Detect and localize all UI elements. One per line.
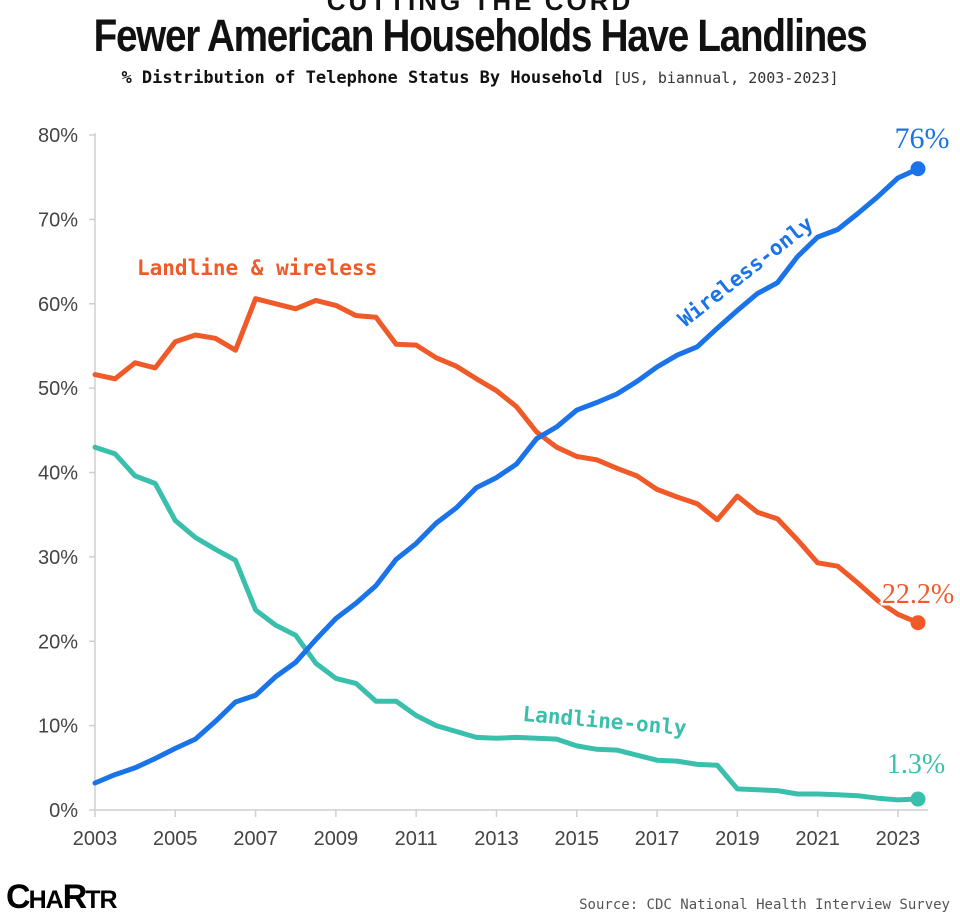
subtitle-main: % Distribution of Telephone Status By Ho… [121, 68, 603, 88]
end-label-wireless-only: 76% [895, 122, 950, 155]
line-label-landline-only: Landline-only [522, 702, 688, 740]
series-line-landline-wireless [92, 296, 921, 626]
x-tick-label: 2019 [715, 828, 760, 850]
y-tick-label: 70% [38, 209, 78, 231]
chartr-logo: CHARTR [6, 878, 118, 917]
y-tick-label: 50% [38, 378, 78, 400]
series-labels: 76% 22.2% 1.3% Landline & wireless Wireless-… [137, 122, 957, 780]
chart-title: Fewer American Households Have Landlines [93, 10, 868, 61]
x-tick-label: 2023 [876, 828, 921, 850]
series-lines [92, 161, 926, 807]
logo-part: C [6, 878, 31, 916]
y-tick-label: 80% [38, 125, 78, 147]
line-label-wireless-only: Wireless-only [674, 211, 819, 331]
x-tick-label: 2003 [73, 828, 118, 850]
chart-subtitle: % Distribution of Telephone Status By Ho… [0, 68, 960, 88]
x-tick-label: 2005 [153, 828, 198, 850]
y-tick-label: 10% [38, 716, 78, 738]
y-tick-label: 20% [38, 631, 78, 653]
logo-part: HA [28, 886, 64, 914]
y-tick-label: 30% [38, 547, 78, 569]
y-axis: 0% 10% 20% 30% 40% 50% 60% 70% 80% [38, 125, 96, 822]
end-point-landline-wireless [910, 615, 926, 631]
y-tick-label: 40% [38, 463, 78, 485]
x-tick-label: 2009 [314, 828, 359, 850]
subtitle-note: [US, biannual, 2003-2023] [612, 69, 839, 87]
series-line-landline-only [92, 444, 921, 803]
logo-part: TR [85, 886, 117, 914]
x-tick-label: 2011 [395, 828, 438, 850]
logo-part: R [62, 878, 88, 916]
end-point-wireless-only [910, 161, 926, 177]
end-point-landline-only [910, 791, 926, 807]
y-tick-label: 0% [49, 800, 78, 822]
x-axis: 2003 2005 2007 2009 2011 2013 2015 2017 2019 2021… [73, 809, 928, 850]
series-line-wireless-only [92, 166, 921, 786]
line-label-landline-and-wireless: Landline & wireless [137, 256, 377, 280]
y-tick-label: 60% [38, 294, 78, 316]
kicker: CUTTING THE CORD [326, 0, 634, 16]
x-tick-label: 2017 [635, 828, 680, 850]
x-tick-label: 2007 [233, 828, 278, 850]
x-tick-label: 2015 [555, 828, 600, 850]
x-tick-label: 2021 [795, 828, 840, 850]
end-label-landline-and-wireless: 22.2% [882, 579, 954, 610]
x-tick-label: 2013 [474, 828, 519, 850]
end-label-landline-only: 1.3% [887, 749, 945, 780]
source-note: Source: CDC National Health Interview Su… [579, 897, 950, 913]
